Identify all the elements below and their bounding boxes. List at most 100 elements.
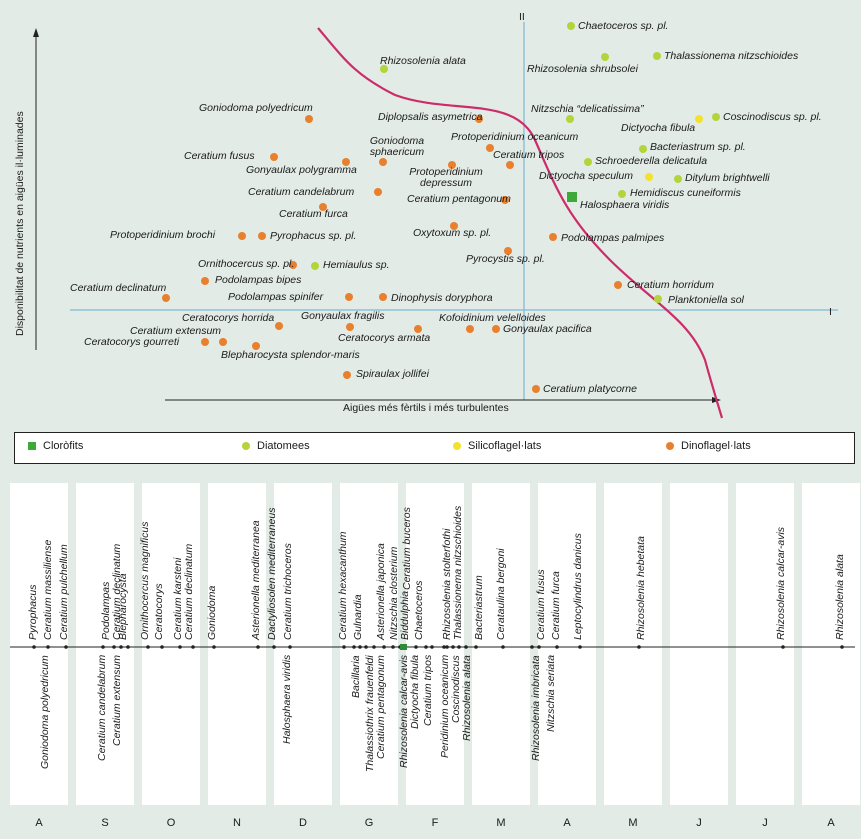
month-label: N: [233, 817, 241, 829]
marker-dinoflagelats: [201, 277, 209, 285]
month-label: M: [496, 817, 506, 829]
month-column: [406, 483, 464, 805]
month-label: F: [431, 817, 439, 829]
label-chaetoceros: Chaetoceros sp. pl.: [578, 20, 669, 32]
label-ceratocorys-horrida: Ceratocorys horrida: [182, 312, 275, 324]
month-label: A: [563, 817, 571, 829]
cal-top-pyrophacus: Pyrophacus: [27, 584, 39, 640]
label-gonyaulax-pacifica: Gonyaulax pacifica: [503, 323, 592, 335]
label-hemidiscus-cuneiformis: Hemidiscus cuneiformis: [630, 187, 741, 199]
label-ceratium-candelabrum: Ceratium candelabrum: [248, 186, 355, 198]
marker-dinoflagelats: [532, 385, 540, 393]
label-dictyocha-speculum: Dictyocha speculum: [539, 170, 633, 182]
cal-bot-dictyocha-fibula: Dictyocha fibula: [409, 654, 421, 729]
label-dinophysis-doryphora: Dinophysis doryphora: [391, 292, 493, 304]
label-hemiaulus: Hemiaulus sp.: [323, 259, 390, 271]
marker-silicoflagelats: [695, 115, 703, 123]
cal-bot-bacillaria: Bacillaria: [350, 655, 362, 698]
y-arrowhead: [33, 28, 39, 37]
cal-top-asterionella-japonica: Asterionella japonica: [375, 543, 387, 640]
month-column: [736, 483, 794, 805]
marker-dinoflagelats: [345, 293, 353, 301]
x-axis-label: Aigües més fèrtils i més turbulentes: [343, 402, 509, 414]
square-marker-icon: [28, 442, 36, 451]
cal-bot-ceratium-extensum: Ceratium extensum: [111, 654, 123, 746]
label-goniodoma-sphaericum: Goniodoma sphaericum: [369, 135, 425, 158]
label-podolampas-palmipes: Podolampas palmipes: [561, 232, 665, 244]
cal-top-biddulphia: Biddulphia: [399, 590, 411, 640]
cal-top-rhizosolenia-alata: Rhizosolenia alata: [834, 554, 846, 640]
legend-clorofits: Cloròfits: [28, 440, 83, 452]
cal-top-dactyliosolen-mediterraneus: Dactyliosolen mediterraneus: [266, 507, 278, 640]
month-column: [802, 483, 860, 805]
label-protoperidinium-brochi: Protoperidinium brochi: [110, 229, 216, 241]
marker-dinoflagelats: [450, 222, 458, 230]
marker-dinoflagelats: [270, 153, 278, 161]
month-column: [10, 483, 68, 805]
legend: Cloròfits Diatomees Silicoflagel·lats Di…: [14, 432, 855, 464]
marker-dinoflagelats: [162, 294, 170, 302]
cal-bot-halosphaera-viridis: Halosphaera viridis: [281, 654, 293, 744]
marker-diatomees: [639, 145, 647, 153]
legend-silicoflagelats: Silicoflagel·lats: [453, 440, 541, 452]
label-pyrophacus: Pyrophacus sp. pl.: [270, 230, 357, 242]
month-column: [274, 483, 332, 805]
marker-diatomees: [653, 52, 661, 60]
label-ceratium-furca: Ceratium furca: [279, 208, 348, 220]
label-rhizosolenia-alata: Rhizosolenia alata: [380, 55, 466, 67]
month-label: J: [762, 817, 768, 829]
month-column: [208, 483, 266, 805]
marker-diatomees: [567, 22, 575, 30]
marker-dinoflagelats: [252, 342, 260, 350]
cal-bot-ceratium-pentagonum: Ceratium pentagonum: [375, 655, 387, 759]
marker-dinoflagelats: [219, 338, 227, 346]
y-axis-label: Disponibilitat de nutrients en aigües il…: [14, 111, 26, 336]
species-markers: [162, 22, 720, 393]
marker-diatomees: [618, 190, 626, 198]
marker-clorofits: [567, 192, 577, 202]
label-ditylum-brightwelli: Ditylum brightwelli: [685, 172, 770, 184]
marker-diatomees: [601, 53, 609, 61]
marker-diatomees: [311, 262, 319, 270]
marker-silicoflagelats: [645, 173, 653, 181]
cal-top-ceratium-declinatum-2: Ceratium declinatum: [183, 543, 195, 640]
label-halosphaera-viridis: Halosphaera viridis: [580, 199, 670, 211]
label-ceratium-tripos: Ceratium tripos: [493, 149, 565, 161]
marker-diatomees: [654, 295, 662, 303]
dot-marker-icon: [453, 442, 461, 451]
cal-top-ceratium-trichoceros: Ceratium trichoceros: [282, 543, 294, 640]
axis-label-II: II: [519, 11, 525, 23]
cal-bot-rhizosolenia-imbricata: Rhizosolenia imbricata: [530, 655, 542, 761]
marker-dinoflagelats: [342, 158, 350, 166]
month-label: A: [827, 817, 835, 829]
label-blepharocysta-splendor-maris: Blepharocysta splendor-maris: [221, 349, 360, 361]
cal-top-ornithocercus-magnificus: Ornithocercus magnificus: [139, 521, 151, 640]
cal-top-blepharocysta: Blepharocysta: [117, 573, 129, 640]
marker-diatomees: [712, 113, 720, 121]
label-oxytoxum: Oxytoxum sp. pl.: [413, 227, 492, 239]
marker-dinoflagelats: [466, 325, 474, 333]
marker-dinoflagelats: [346, 323, 354, 331]
label-gonyaulax-fragilis: Gonyaulax fragilis: [301, 310, 385, 322]
label-podolampas-bipes: Podolampas bipes: [215, 274, 302, 286]
cal-top-asterionella-mediterranea: Asterionella mediterranea: [250, 520, 262, 640]
marker-dinoflagelats: [506, 161, 514, 169]
marker-dinoflagelats: [201, 338, 209, 346]
label-planktoniella-sol: Planktoniella sol: [668, 294, 744, 306]
marker-dinoflagelats: [305, 115, 313, 123]
marker-diatomees: [584, 158, 592, 166]
marker-dinoflagelats: [343, 371, 351, 379]
month-label: J: [696, 817, 702, 829]
label-ceratium-pentagonum: Ceratium pentagonum: [407, 193, 511, 205]
ecology-scatter-diagram: [33, 22, 838, 419]
label-ceratocorys-armata: Ceratocorys armata: [338, 332, 431, 344]
cal-bot-goniodoma-polyedricum: Goniodoma polyedricum: [39, 655, 51, 769]
month-column: [604, 483, 662, 805]
label-thalassionema-nitzschioides: Thalassionema nitzschioides: [664, 50, 799, 62]
marker-diatomees: [380, 65, 388, 73]
cal-top-goniodoma: Goniodoma: [206, 585, 218, 640]
label-pyrocystis: Pyrocystis sp. pl.: [466, 253, 545, 265]
marker-dinoflagelats: [414, 325, 422, 333]
marker-dinoflagelats: [614, 281, 622, 289]
cal-top-rhizosolenia-calcar-avis: Rhizosolenia calcar-avis: [775, 526, 787, 640]
